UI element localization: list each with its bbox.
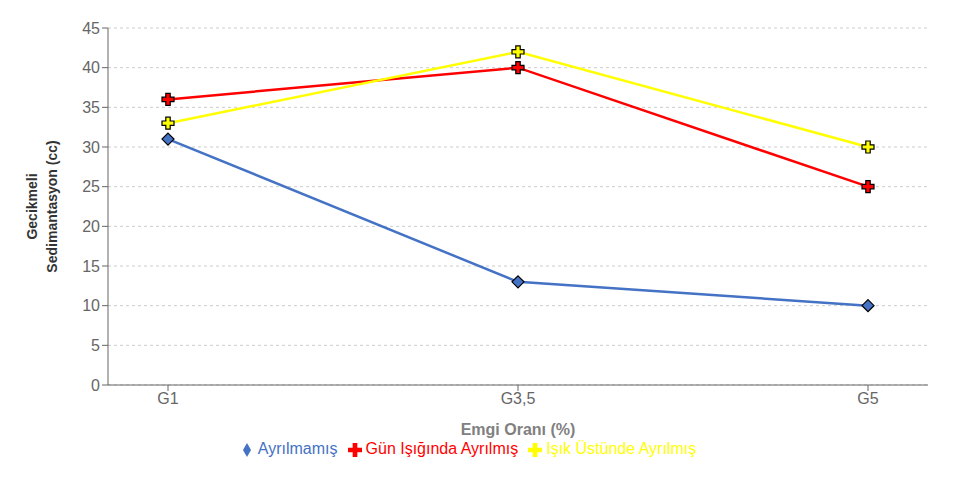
svg-text:40: 40 — [82, 59, 100, 76]
svg-text:G5: G5 — [857, 390, 878, 407]
svg-text:35: 35 — [82, 99, 100, 116]
html-text:Gün Işığında Ayrılmış: Gün Işığında Ayrılmış — [365, 440, 519, 457]
svg-text:Gecikmeli: Gecikmeli — [24, 173, 40, 239]
svg-text:Emgi Oranı (%): Emgi Oranı (%) — [461, 421, 576, 438]
svg-text:5: 5 — [91, 337, 100, 354]
svg-text:G1: G1 — [157, 390, 178, 407]
svg-text:25: 25 — [82, 178, 100, 195]
html-text:Işık Üstünde Ayrılmış: Işık Üstünde Ayrılmış — [546, 440, 697, 457]
html-text:Ayrılmamış: Ayrılmamış — [257, 440, 338, 457]
svg-text:20: 20 — [82, 218, 100, 235]
svg-text:10: 10 — [82, 297, 100, 314]
svg-text:45: 45 — [82, 20, 100, 37]
svg-text:0: 0 — [91, 377, 100, 394]
svg-text:30: 30 — [82, 139, 100, 156]
svg-text:15: 15 — [82, 258, 100, 275]
svg-text:G3,5: G3,5 — [501, 390, 536, 407]
svg-text:Sedimantasyon (cc): Sedimantasyon (cc) — [44, 140, 60, 272]
